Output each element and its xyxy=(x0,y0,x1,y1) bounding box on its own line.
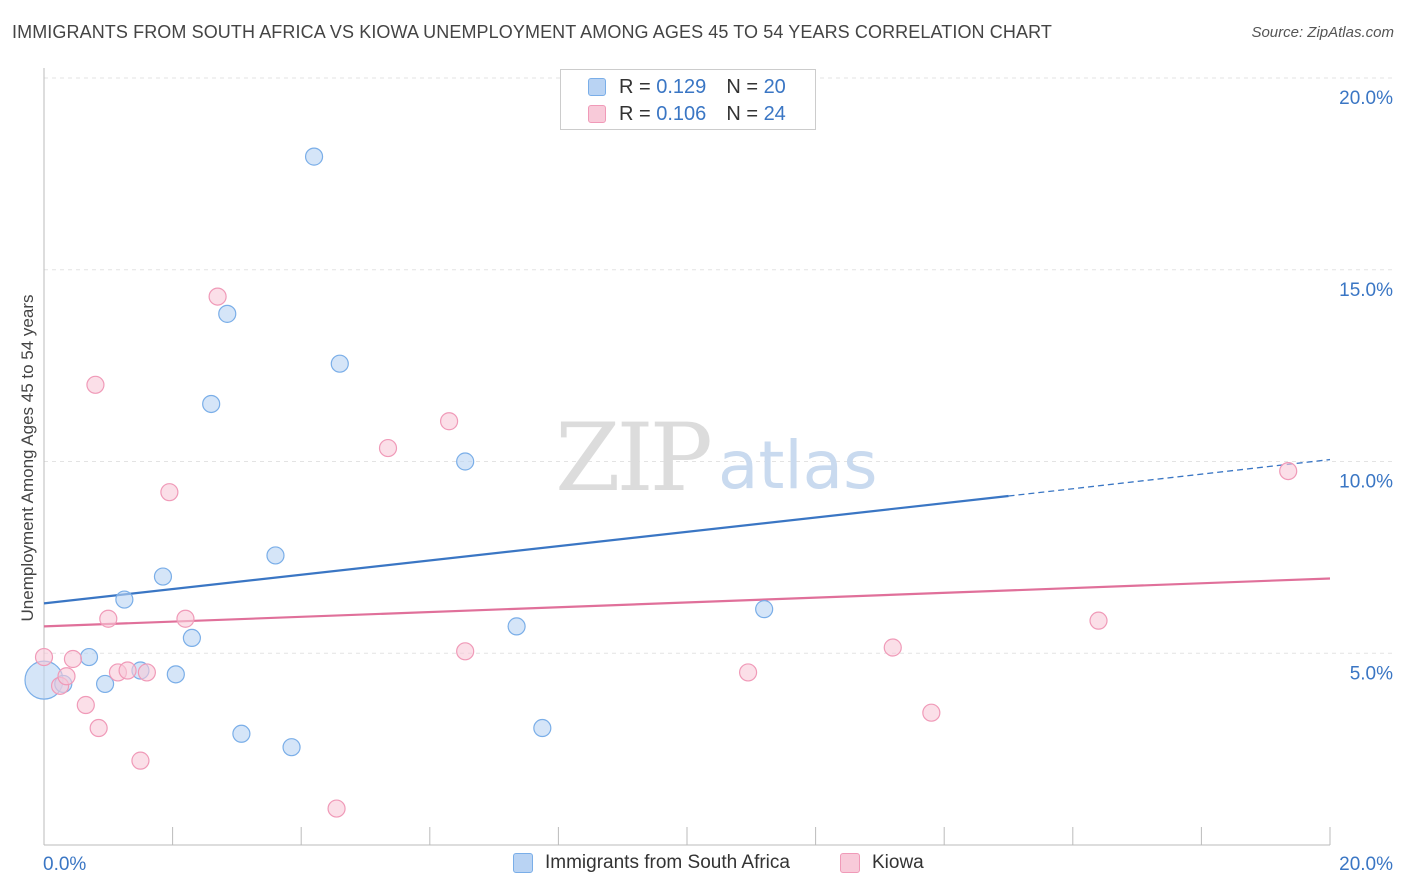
point-kiowa xyxy=(883,638,902,657)
trend-line-south-africa xyxy=(43,494,1009,605)
point-kiowa xyxy=(327,799,346,818)
legend-swatch-blue xyxy=(513,853,533,873)
point-kiowa xyxy=(118,661,137,680)
legend-row-kiowa: R = 0.106 N = 24 xyxy=(561,101,786,127)
source-credit: Source: ZipAtlas.com xyxy=(1251,24,1394,41)
point-kiowa xyxy=(738,663,758,682)
watermark-zip: ZIP xyxy=(555,404,709,513)
legend-swatch-pink xyxy=(588,105,606,123)
watermark-atlas: atlas xyxy=(718,427,878,504)
point-south-africa xyxy=(95,674,115,694)
x-tick-label-min: 0.0% xyxy=(43,854,86,875)
trend-line-south-africa-extension xyxy=(1008,458,1331,497)
point-south-africa xyxy=(218,304,237,323)
point-south-africa xyxy=(79,647,99,667)
chart-title: IMMIGRANTS FROM SOUTH AFRICA VS KIOWA UN… xyxy=(12,22,1052,42)
point-kiowa xyxy=(131,751,150,770)
legend-r-label: R = xyxy=(619,102,651,125)
point-south-africa xyxy=(330,354,349,373)
correlation-legend: R = 0.129 N = 20 R = 0.106 N = 24 xyxy=(560,69,816,130)
point-south-africa xyxy=(282,738,301,757)
point-kiowa xyxy=(378,438,398,458)
legend-item-kiowa: Kiowa xyxy=(840,852,924,874)
legend-row-south-africa: R = 0.129 N = 20 xyxy=(561,74,786,100)
point-south-africa xyxy=(153,567,173,586)
trend-lines xyxy=(43,458,1331,628)
point-south-africa xyxy=(232,724,251,743)
legend-label-south-africa: Immigrants from South Africa xyxy=(545,852,790,873)
legend-n-label: N = xyxy=(726,75,758,98)
tick-labels: 5.0% 10.0% 15.0% 20.0% 0.0% 20.0% xyxy=(43,88,1393,875)
legend-item-south-africa: Immigrants from South Africa xyxy=(513,852,790,874)
watermark: ZIP atlas xyxy=(555,404,877,513)
point-south-africa xyxy=(507,617,526,636)
point-kiowa xyxy=(89,718,108,738)
point-south-africa xyxy=(182,628,201,648)
point-kiowa xyxy=(137,663,156,682)
grid-lines xyxy=(44,77,1392,654)
legend-swatch-blue xyxy=(588,78,606,96)
data-points xyxy=(24,147,1298,818)
series-legend: Immigrants from South Africa Kiowa xyxy=(0,852,1406,878)
point-kiowa xyxy=(57,667,76,686)
legend-n-label: N = xyxy=(726,102,758,125)
point-kiowa xyxy=(160,483,179,502)
x-tick-label-max: 20.0% xyxy=(1339,854,1393,875)
point-kiowa xyxy=(76,695,95,715)
legend-n-value: 24 xyxy=(763,102,786,125)
point-kiowa xyxy=(34,647,54,667)
point-south-africa xyxy=(456,452,475,471)
point-south-africa xyxy=(266,546,285,565)
axes xyxy=(43,68,1331,846)
y-tick-label: 5.0% xyxy=(1350,663,1393,684)
legend-swatch-pink xyxy=(840,853,860,873)
point-kiowa xyxy=(63,649,83,669)
point-south-africa xyxy=(166,665,185,684)
legend-r-value: 0.106 xyxy=(656,102,707,125)
point-kiowa xyxy=(1089,611,1108,630)
point-kiowa xyxy=(99,609,118,628)
point-kiowa xyxy=(922,703,941,722)
point-kiowa xyxy=(208,287,227,306)
point-kiowa xyxy=(439,412,459,431)
legend-n-value: 20 xyxy=(763,75,786,98)
point-south-africa xyxy=(755,600,774,619)
legend-label-kiowa: Kiowa xyxy=(872,852,924,873)
y-tick-label: 15.0% xyxy=(1339,280,1393,301)
point-kiowa xyxy=(1279,461,1298,481)
legend-r-label: R = xyxy=(619,75,651,98)
point-kiowa xyxy=(176,609,195,628)
point-kiowa xyxy=(86,375,105,394)
y-tick-label: 20.0% xyxy=(1339,88,1393,109)
point-south-africa xyxy=(115,590,134,609)
point-south-africa xyxy=(533,718,552,738)
y-tick-label: 10.0% xyxy=(1339,472,1393,493)
legend-r-value: 0.129 xyxy=(656,75,707,98)
trend-line-kiowa xyxy=(43,577,1331,628)
point-kiowa xyxy=(456,642,475,661)
point-south-africa xyxy=(304,147,324,166)
point-south-africa xyxy=(202,394,221,414)
